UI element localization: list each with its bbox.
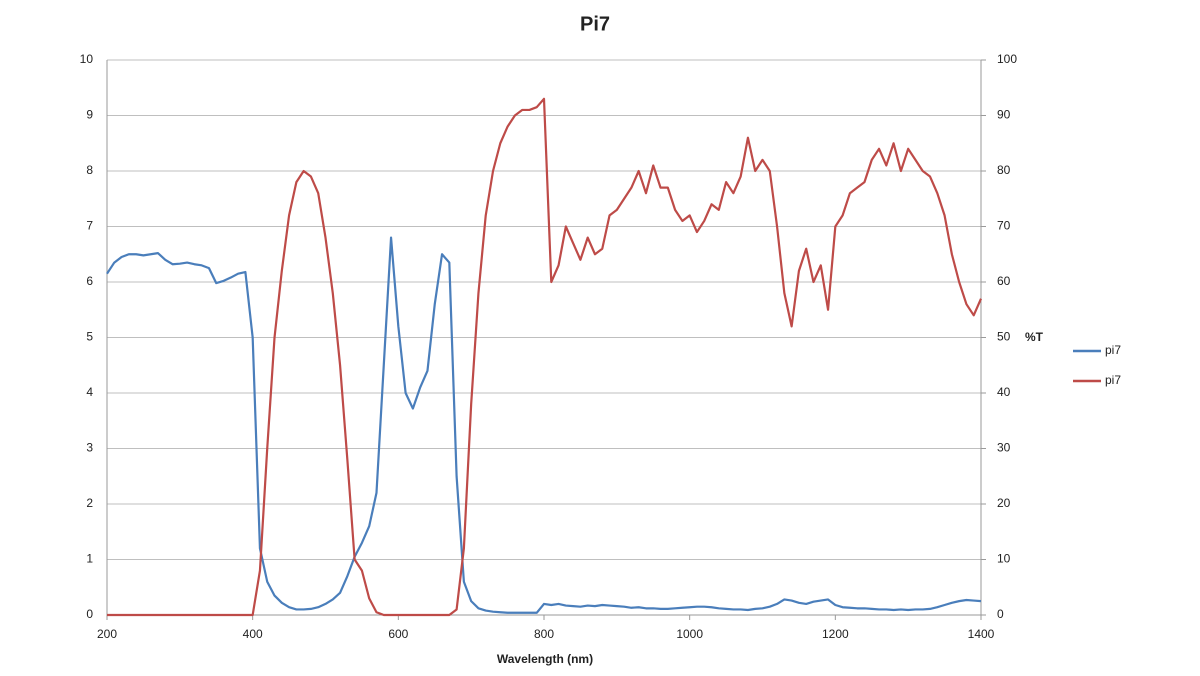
chart-title: Pi7	[580, 13, 610, 35]
y2-tick-label: 80	[997, 163, 1011, 177]
y-tick-label: 5	[86, 330, 93, 344]
legend-label: pi7	[1105, 373, 1121, 387]
y2-tick-label: 0	[997, 607, 1004, 621]
x-tick-label: 800	[534, 627, 554, 641]
x-tick-label: 400	[243, 627, 263, 641]
x-tick-label: 1200	[822, 627, 849, 641]
y2-tick-label: 100	[997, 52, 1017, 66]
y-tick-label: 7	[86, 219, 93, 233]
y2-tick-label: 60	[997, 274, 1011, 288]
y2-tick-label: 90	[997, 108, 1011, 122]
y-tick-label: 8	[86, 163, 93, 177]
y2-tick-label: 30	[997, 441, 1011, 455]
y2-tick-label: 20	[997, 496, 1011, 510]
y-tick-label: 0	[86, 607, 93, 621]
y2-tick-label: 40	[997, 385, 1011, 399]
y-tick-label: 2	[86, 496, 93, 510]
y-tick-label: 3	[86, 441, 93, 455]
y-tick-label: 9	[86, 108, 93, 122]
y2-tick-label: 70	[997, 219, 1011, 233]
legend-label: pi7	[1105, 343, 1121, 357]
y-tick-label: 6	[86, 274, 93, 288]
y2-tick-label: 50	[997, 330, 1011, 344]
x-tick-label: 1000	[676, 627, 703, 641]
x-tick-label: 600	[388, 627, 408, 641]
x-axis-label: Wavelength (nm)	[497, 652, 593, 666]
y-tick-label: 10	[80, 52, 94, 66]
y-tick-label: 4	[86, 385, 93, 399]
y-tick-label: 1	[86, 552, 93, 566]
y2-tick-label: 10	[997, 552, 1011, 566]
y2-axis-label: %T	[1025, 330, 1044, 344]
x-tick-label: 200	[97, 627, 117, 641]
series-line	[107, 97, 983, 617]
series-line	[106, 236, 982, 614]
x-tick-label: 1400	[968, 627, 995, 641]
